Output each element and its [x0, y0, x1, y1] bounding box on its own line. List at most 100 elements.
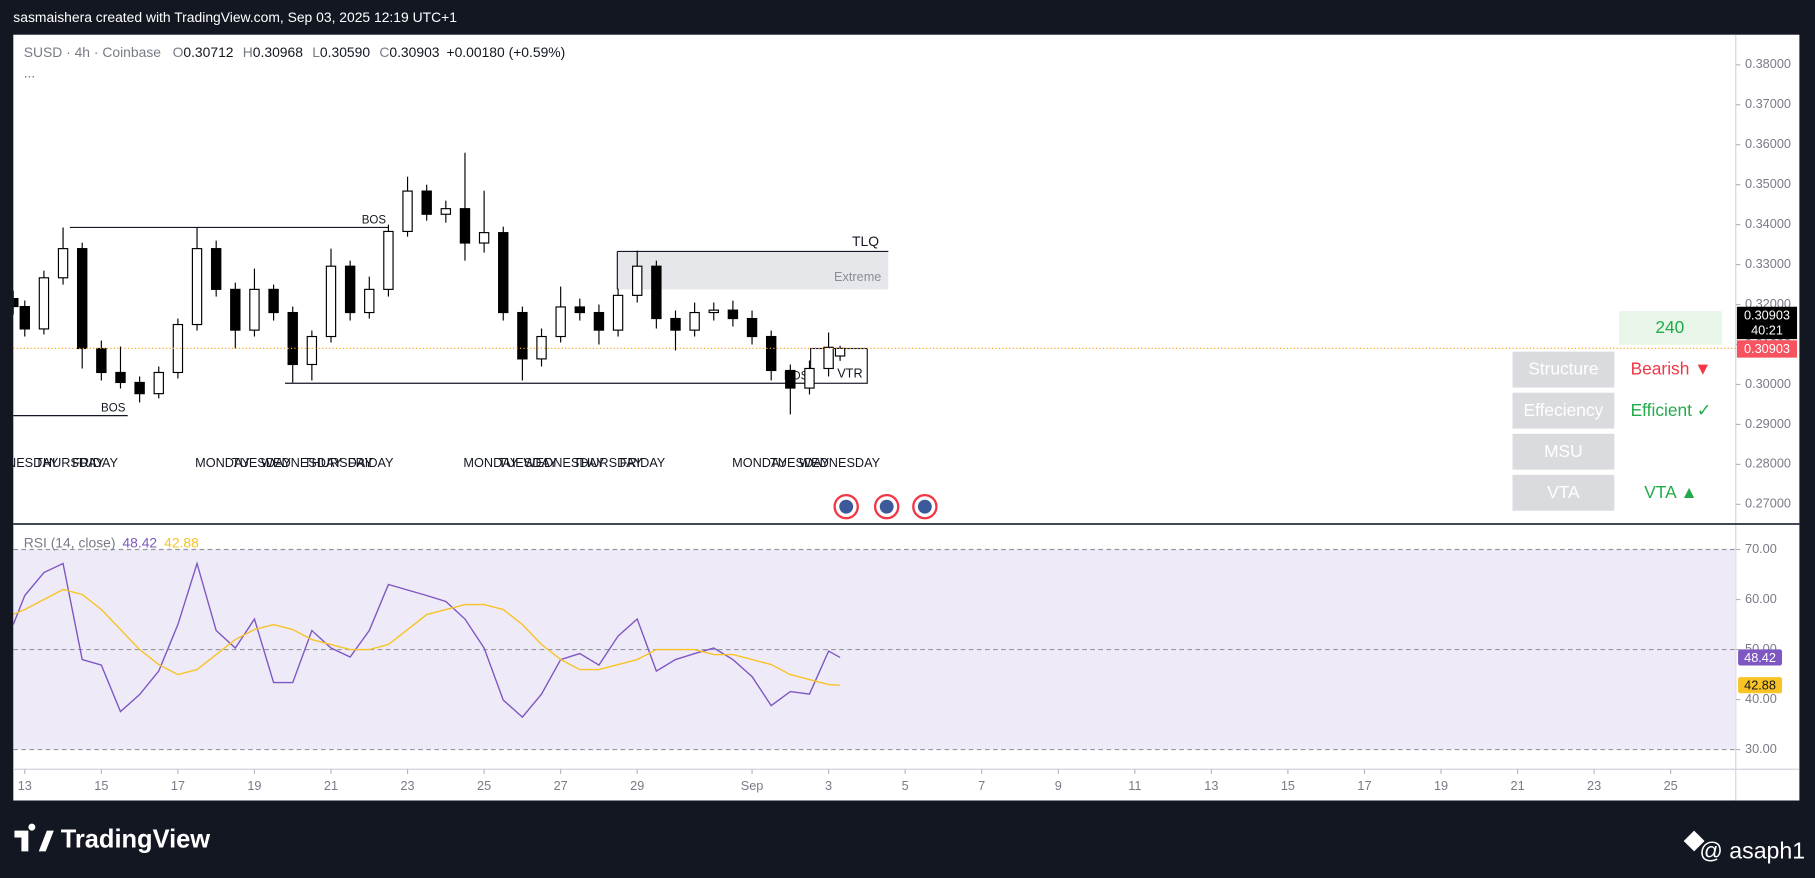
footer-brand: TradingView: [61, 826, 211, 854]
row-label-box: [1512, 474, 1615, 511]
row-label-box: [1512, 392, 1615, 429]
row-label: VTA: [1547, 482, 1580, 502]
footer-author: @ asaph1: [1699, 838, 1805, 864]
row-label: MSU: [1544, 441, 1583, 461]
price-tag: 0.30903: [1744, 307, 1790, 322]
x-tick-label: 5: [902, 778, 909, 793]
candle-body: [306, 335, 318, 366]
timeframe-box: [1618, 311, 1722, 345]
timeframe: 240: [1655, 317, 1684, 337]
rsi-tick-label: 70.00: [1745, 541, 1777, 556]
candle-body: [191, 248, 203, 326]
candle-body: [670, 317, 681, 331]
x-tick-label: 29: [630, 778, 644, 793]
countdown: 40:21: [1751, 322, 1783, 337]
x-tick-label: 19: [1434, 778, 1448, 793]
last-price-label: 0.30903: [1744, 341, 1790, 356]
candle-body: [498, 232, 509, 314]
candle-body: [651, 265, 662, 320]
candle-body: [536, 335, 547, 360]
y-tick-label: 0.38000: [1745, 56, 1791, 71]
candle-body: [172, 323, 184, 374]
legend-key: H: [243, 44, 253, 60]
legend: SUSD · 4h · Coinbase O0.30712 H0.30968 L0.3…: [24, 44, 566, 60]
legend-value: 0.30968: [253, 44, 303, 60]
candle-body: [746, 317, 758, 338]
session-label: MONDAY: [463, 455, 518, 470]
candle-body: [765, 335, 777, 372]
x-tick-label: 27: [554, 778, 568, 793]
rsi-line: [13, 588, 841, 686]
session-label: THURSDAY: [35, 455, 105, 470]
session-label: WEDNESDAY: [261, 455, 343, 470]
candle-body: [287, 311, 298, 366]
y-tick-label: 0.37000: [1745, 96, 1791, 111]
x-tick-label: 15: [1281, 778, 1295, 793]
candle-body: [555, 306, 566, 338]
rsi-legend: RSI (14, close) 48.42 42.88: [24, 534, 199, 550]
x-tick-label: 25: [1664, 778, 1678, 793]
x-tick-label: 17: [1357, 778, 1371, 793]
extreme-zone: [617, 251, 889, 290]
candle-body: [134, 381, 145, 395]
candle-body: [574, 306, 586, 314]
candle-body: [440, 208, 452, 215]
y-tick-label: 0.27000: [1745, 496, 1791, 511]
header: sasmaishera created with TradingView.com…: [13, 9, 457, 25]
x-tick-label: Sep: [741, 778, 764, 793]
candle-body: [834, 347, 846, 357]
y-tick-label: 0.36000: [1745, 136, 1791, 151]
rsi-tick-label: 30.00: [1745, 741, 1777, 756]
rsi-legend-value: 42.88: [164, 534, 199, 550]
rsi-legend-value: 48.42: [122, 534, 157, 550]
session-label: FRIDAY: [348, 455, 394, 470]
x-tick-label: 11: [1128, 778, 1141, 793]
candle-body: [478, 232, 490, 244]
candle-body: [708, 309, 719, 314]
session-label: MONDAY: [732, 455, 787, 470]
candle-body: [383, 230, 394, 290]
x-tick-label: 15: [94, 778, 108, 793]
row-label-box: [1512, 433, 1615, 470]
candle-body: [632, 265, 643, 296]
rsi-title: RSI (14, close): [24, 534, 116, 550]
candle-body: [13, 297, 19, 308]
candle-body: [115, 371, 126, 384]
legend-key: O: [173, 44, 184, 60]
row-value: Bearish ▼: [1631, 359, 1712, 379]
session-label: FRIDAY: [72, 455, 118, 470]
session-label: THURSDAY: [304, 455, 374, 470]
x-tick-label: 25: [477, 778, 491, 793]
y-tick-label: 0.28000: [1745, 456, 1791, 471]
row-label: Structure: [1528, 359, 1598, 379]
row-label: Effeciency: [1524, 400, 1604, 420]
price-pane: TLQExtremeVTRBOSBOSBOSWEDNESDAYTHURSDAYF…: [13, 152, 889, 470]
candle-body: [153, 371, 164, 395]
candle-body: [210, 248, 222, 290]
legend-more: ...: [24, 65, 36, 81]
legend-value: 0.30903: [389, 44, 439, 60]
rsi-value-label: 48.42: [1744, 650, 1776, 665]
x-tick-label: 23: [400, 778, 414, 793]
bos-label: BOS: [101, 403, 126, 415]
candle-body: [230, 288, 241, 331]
rsi-pane: [13, 548, 1736, 751]
last-price-box: [1736, 340, 1798, 358]
row-label-box: [1512, 351, 1615, 388]
candle-body: [689, 311, 700, 331]
zone-sublabel: Extreme: [834, 269, 881, 284]
rsi-tick-label: 60.00: [1745, 591, 1777, 606]
rsi-value-box: [1738, 649, 1783, 666]
candle-body: [421, 190, 432, 215]
x-tick-label: 3: [825, 778, 832, 793]
y-tick-label: 0.35000: [1745, 176, 1791, 191]
x-tick-label: 9: [1055, 778, 1062, 793]
candle-body: [268, 288, 279, 314]
y-tick-label: 0.30000: [1745, 376, 1791, 391]
candle-body: [612, 294, 624, 331]
footer-logo: [14, 823, 54, 852]
rsi-value-label: 42.88: [1744, 678, 1776, 693]
symbol: SUSD · 4h · Coinbase: [24, 44, 162, 60]
candle-body: [38, 277, 50, 330]
